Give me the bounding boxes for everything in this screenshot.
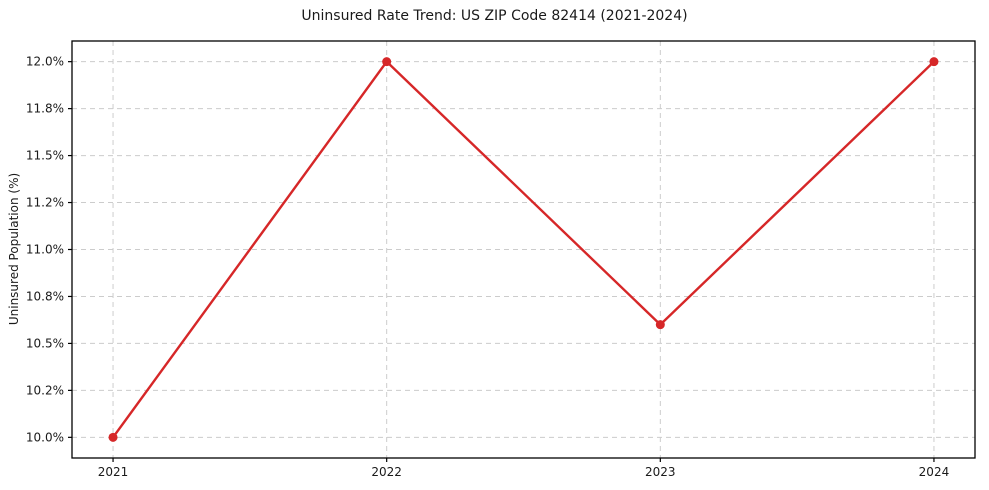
y-tick-label: 10.2% [26, 383, 64, 397]
data-point [108, 432, 118, 442]
axes-frame [71, 40, 976, 459]
data-point [655, 320, 665, 330]
x-tick-label: 2023 [645, 465, 676, 479]
y-tick-label: 11.8% [26, 102, 64, 116]
y-tick-label: 11.5% [26, 149, 64, 163]
y-tick-label: 10.0% [26, 430, 64, 444]
chart-title: Uninsured Rate Trend: US ZIP Code 82414 … [301, 8, 688, 24]
y-tick-label: 11.2% [26, 196, 64, 210]
y-tick-label: 11.0% [26, 243, 64, 257]
data-point [929, 57, 939, 67]
y-tick-label: 10.8% [26, 289, 64, 303]
data-point [382, 57, 392, 67]
x-tick-label: 2022 [371, 465, 402, 479]
x-tick-label: 2024 [919, 465, 950, 479]
trend-line [111, 60, 936, 439]
y-tick-label: 10.5% [26, 336, 64, 350]
y-tick-label: 12.0% [26, 55, 64, 69]
x-tick-label: 2021 [98, 465, 129, 479]
